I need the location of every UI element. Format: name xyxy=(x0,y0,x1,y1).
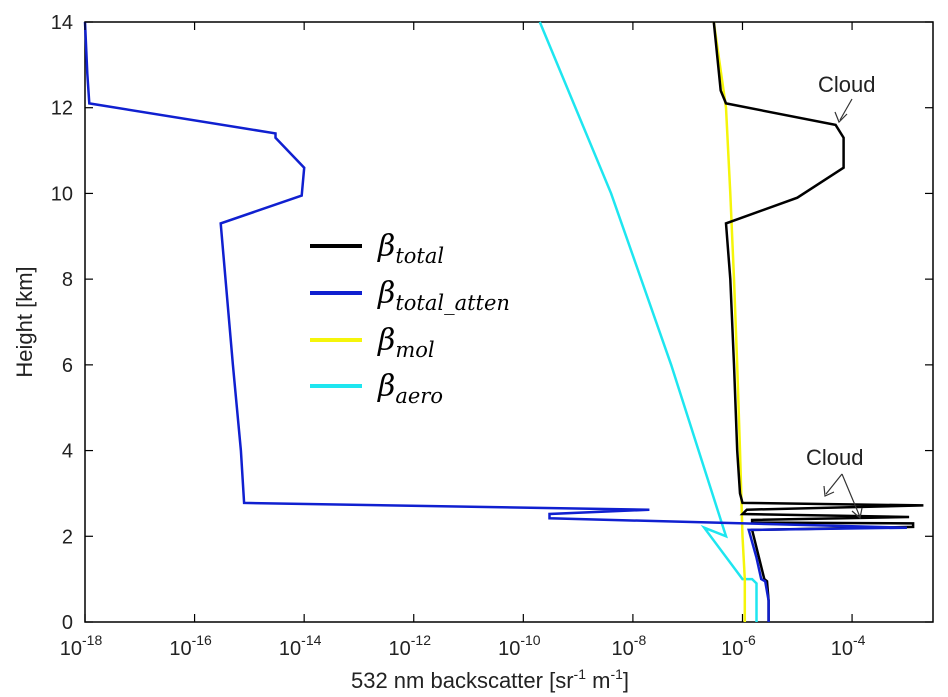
legend-label-aero: βaero xyxy=(377,369,443,408)
series-line-total xyxy=(712,21,924,622)
arrowhead-icon xyxy=(834,111,848,124)
annotation-upper-cloud-arrow xyxy=(839,98,853,121)
legend-entry-aero: βaero xyxy=(310,369,443,408)
x-tick-label: 10-6 xyxy=(721,632,756,660)
annotation-lower-cloud-arrow-1 xyxy=(825,473,843,495)
x-tick-label: 10-12 xyxy=(389,632,432,660)
x-axis-label: 532 nm backscatter [sr-1 m-1] xyxy=(351,666,629,693)
series-line-total-atten xyxy=(83,21,907,622)
annotation-upper-cloud-label: Cloud xyxy=(818,72,875,97)
series-line-aero xyxy=(538,21,758,622)
y-tick-label: 4 xyxy=(62,441,73,463)
y-tick-label: 0 xyxy=(62,612,73,634)
x-tick-label: 10-14 xyxy=(279,632,322,660)
x-tick-label: 10-10 xyxy=(498,632,541,660)
annotation-lower-cloud-label: Cloud xyxy=(806,445,863,470)
y-tick-label: 8 xyxy=(62,269,73,291)
x-axis-ticks: 10-18 10-16 10-14 10-12 10-10 10-8 10-6 10-4 xyxy=(60,22,866,660)
legend-entry-total-atten: βtotal_atten xyxy=(310,276,510,315)
legend: βtotal βtotal_atten βmol βaero xyxy=(310,229,510,408)
y-tick-label: 14 xyxy=(51,12,73,34)
legend-label-mol: βmol xyxy=(377,323,435,362)
series-layer xyxy=(83,21,924,622)
x-tick-label: 10-16 xyxy=(169,632,212,660)
arrowhead-icon xyxy=(823,485,835,497)
legend-entry-total: βtotal xyxy=(310,229,444,268)
y-tick-label: 6 xyxy=(62,355,73,377)
plot-frame xyxy=(84,21,934,623)
annotation-upper-cloud: Cloud xyxy=(818,72,875,124)
legend-entry-mol: βmol xyxy=(310,323,435,362)
legend-label-total: βtotal xyxy=(377,229,444,268)
legend-label-total-atten: βtotal_atten xyxy=(377,276,510,315)
y-axis-ticks: 0 2 4 6 8 10 12 14 xyxy=(51,12,933,634)
series-line-mol xyxy=(712,21,747,622)
arrowhead-icon xyxy=(851,507,863,520)
y-tick-label: 12 xyxy=(51,98,73,120)
y-tick-label: 10 xyxy=(51,183,73,205)
y-axis-label: Height [km] xyxy=(12,266,37,377)
x-tick-label: 10-8 xyxy=(612,632,647,660)
x-tick-label: 10-18 xyxy=(60,632,103,660)
x-tick-label: 10-4 xyxy=(831,632,866,660)
annotation-lower-cloud-arrow-2 xyxy=(841,473,861,518)
y-tick-label: 2 xyxy=(62,526,73,548)
annotation-lower-cloud: Cloud xyxy=(806,445,863,520)
